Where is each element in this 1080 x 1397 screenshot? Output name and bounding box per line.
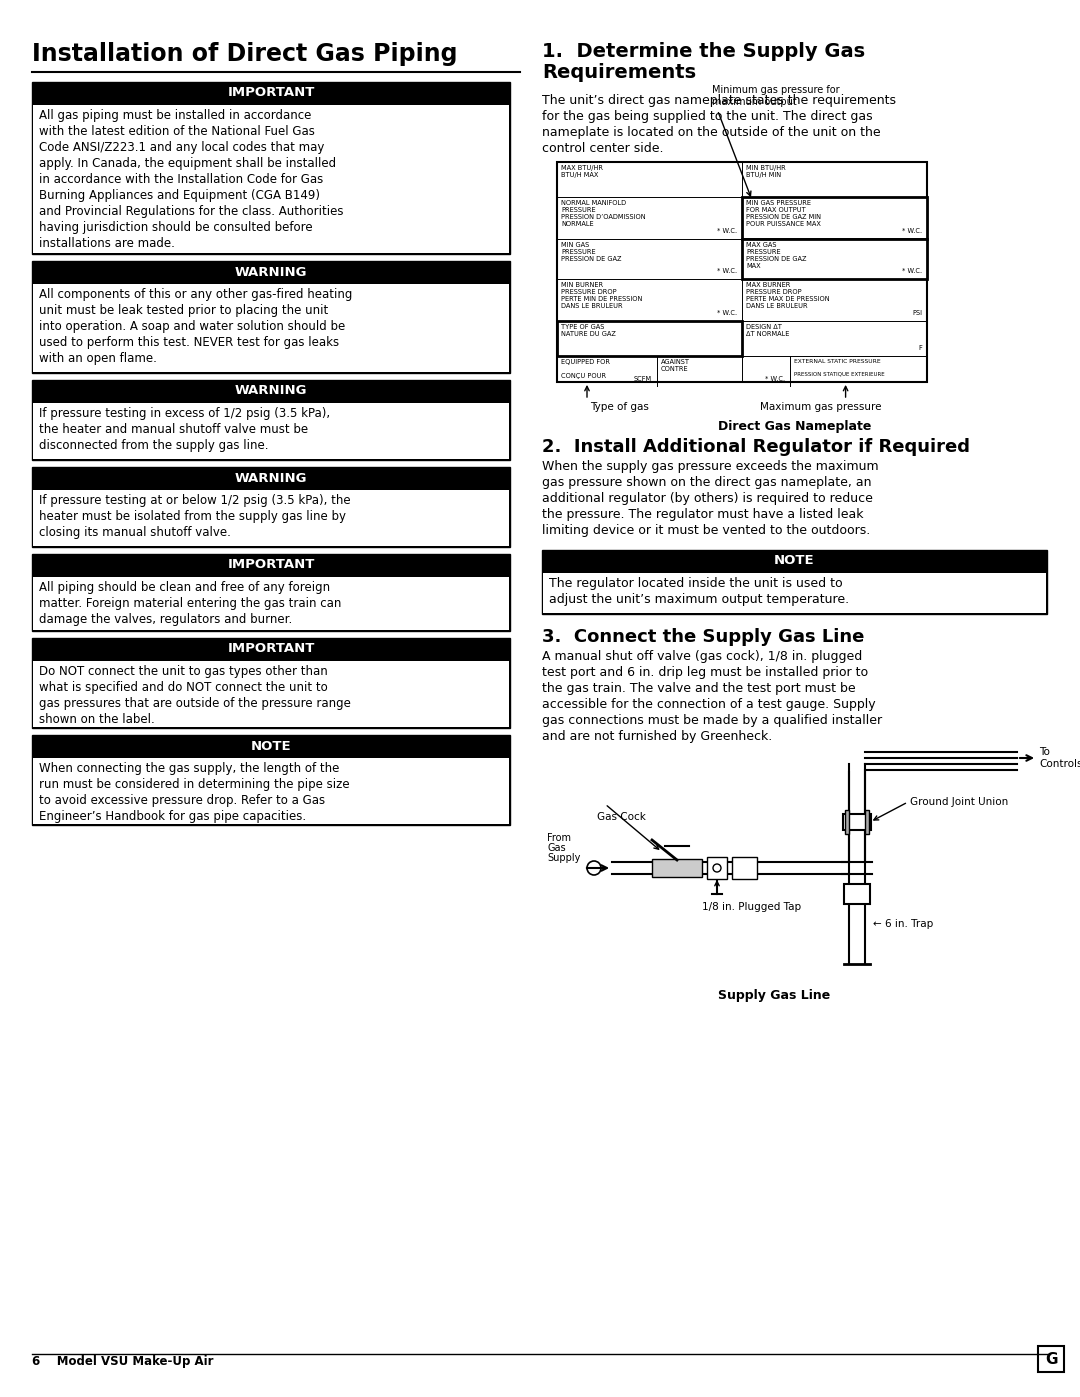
Bar — [843, 814, 870, 830]
Bar — [742, 239, 927, 279]
Bar — [32, 82, 510, 254]
Text: Gas: Gas — [546, 842, 566, 854]
Text: All gas piping must be installed in accordance
with the latest edition of the Na: All gas piping must be installed in acco… — [39, 109, 343, 250]
Bar — [542, 550, 1047, 615]
Text: ← 6 in. Trap: ← 6 in. Trap — [873, 919, 933, 929]
Text: PSI: PSI — [912, 310, 922, 316]
Text: MIN GAS
PRESSURE
PRESSION DE GAZ: MIN GAS PRESSURE PRESSION DE GAZ — [561, 242, 621, 263]
Text: To
Controls: To Controls — [1039, 747, 1080, 768]
Bar — [543, 573, 1047, 613]
Bar — [33, 284, 509, 372]
Text: Installation of Direct Gas Piping: Installation of Direct Gas Piping — [32, 42, 458, 66]
Bar — [33, 577, 509, 630]
Text: SCFM: SCFM — [634, 376, 652, 381]
Text: MAX BTU/HR
BTU/H MAX: MAX BTU/HR BTU/H MAX — [561, 165, 603, 177]
Bar — [1038, 1345, 1064, 1372]
Text: Minimum gas pressure for
maximum output: Minimum gas pressure for maximum output — [713, 85, 840, 108]
Text: G: G — [1044, 1351, 1057, 1366]
Text: Do NOT connect the unit to gas types other than
what is specified and do NOT con: Do NOT connect the unit to gas types oth… — [39, 665, 351, 726]
Text: WARNING: WARNING — [234, 265, 307, 278]
Text: Supply: Supply — [546, 854, 580, 863]
Bar — [32, 555, 510, 631]
Text: The unit’s direct gas nameplate states the requirements
for the gas being suppli: The unit’s direct gas nameplate states t… — [542, 94, 896, 155]
Text: MAX GAS
PRESSURE
PRESSION DE GAZ
MAX: MAX GAS PRESSURE PRESSION DE GAZ MAX — [746, 242, 807, 270]
Text: MIN BURNER
PRESSURE DROP
PERTE MIN DE PRESSION
DANS LE BRULEUR: MIN BURNER PRESSURE DROP PERTE MIN DE PR… — [561, 282, 643, 309]
Text: 6    Model VSU Make-Up Air: 6 Model VSU Make-Up Air — [32, 1355, 214, 1369]
Text: Maximum gas pressure: Maximum gas pressure — [760, 402, 882, 412]
Bar — [33, 661, 509, 726]
Bar — [865, 810, 869, 834]
Text: 2.  Install Additional Regulator if Required: 2. Install Additional Regulator if Requi… — [542, 439, 970, 455]
Text: MIN BTU/HR
BTU/H MIN: MIN BTU/HR BTU/H MIN — [746, 165, 786, 177]
Text: 3.  Connect the Supply Gas Line: 3. Connect the Supply Gas Line — [542, 629, 864, 645]
Text: From: From — [546, 833, 571, 842]
Text: F: F — [918, 345, 922, 351]
Text: TYPE OF GAS
NATURE DU GAZ: TYPE OF GAS NATURE DU GAZ — [561, 324, 616, 337]
Bar — [707, 856, 727, 879]
Text: All components of this or any other gas-fired heating
unit must be leak tested p: All components of this or any other gas-… — [39, 288, 352, 365]
Bar — [845, 810, 849, 834]
Bar — [33, 402, 509, 460]
Text: IMPORTANT: IMPORTANT — [227, 87, 314, 99]
Bar — [32, 467, 510, 548]
Text: IMPORTANT: IMPORTANT — [227, 559, 314, 571]
Text: The regulator located inside the unit is used to
adjust the unit’s maximum outpu: The regulator located inside the unit is… — [549, 577, 849, 606]
Text: * W.C.: * W.C. — [902, 228, 922, 235]
Text: CONÇU POUR: CONÇU POUR — [561, 373, 606, 379]
Text: When connecting the gas supply, the length of the
run must be considered in dete: When connecting the gas supply, the leng… — [39, 761, 350, 823]
Text: PRESSION STATIQUE EXTERIEURE: PRESSION STATIQUE EXTERIEURE — [794, 372, 885, 376]
Text: When the supply gas pressure exceeds the maximum
gas pressure shown on the direc: When the supply gas pressure exceeds the… — [542, 460, 879, 536]
Text: 1.  Determine the Supply Gas
Requirements: 1. Determine the Supply Gas Requirements — [542, 42, 865, 81]
Bar — [843, 884, 870, 904]
Bar — [33, 759, 509, 824]
Text: If pressure testing at or below 1/2 psig (3.5 kPa), the
heater must be isolated : If pressure testing at or below 1/2 psig… — [39, 495, 351, 539]
Text: EXTERNAL STATIC PRESSURE: EXTERNAL STATIC PRESSURE — [794, 359, 880, 365]
Text: DESIGN ΔT
ΔT NORMALE: DESIGN ΔT ΔT NORMALE — [746, 324, 789, 337]
Bar — [32, 735, 510, 826]
Text: If pressure testing in excess of 1/2 psig (3.5 kPa),
the heater and manual shuto: If pressure testing in excess of 1/2 psi… — [39, 407, 330, 453]
Text: 1/8 in. Plugged Tap: 1/8 in. Plugged Tap — [702, 902, 801, 912]
Text: Direct Gas Nameplate: Direct Gas Nameplate — [718, 420, 872, 433]
Bar — [32, 261, 510, 373]
Text: EQUIPPED FOR: EQUIPPED FOR — [561, 359, 610, 365]
Text: MIN GAS PRESSURE
FOR MAX OUTPUT
PRESSION DE GAZ MIN
POUR PUISSANCE MAX: MIN GAS PRESSURE FOR MAX OUTPUT PRESSION… — [746, 200, 821, 226]
Bar — [32, 638, 510, 728]
Bar — [557, 162, 927, 381]
Text: Ground Joint Union: Ground Joint Union — [910, 798, 1009, 807]
Text: Supply Gas Line: Supply Gas Line — [718, 989, 831, 1002]
Text: A manual shut off valve (gas cock), 1/8 in. plugged
test port and 6 in. drip leg: A manual shut off valve (gas cock), 1/8 … — [542, 650, 882, 743]
Text: * W.C.: * W.C. — [717, 310, 737, 316]
Bar — [732, 856, 757, 879]
Bar — [557, 321, 742, 356]
Text: Type of gas: Type of gas — [590, 402, 649, 412]
Text: * W.C.: * W.C. — [717, 268, 737, 274]
Text: WARNING: WARNING — [234, 472, 307, 485]
Text: WARNING: WARNING — [234, 384, 307, 398]
Bar — [652, 859, 702, 877]
Bar — [32, 380, 510, 460]
Text: MAX BURNER
PRESSURE DROP
PERTE MAX DE PRESSION
DANS LE BRULEUR: MAX BURNER PRESSURE DROP PERTE MAX DE PR… — [746, 282, 829, 309]
Text: NORMAL MANIFOLD
PRESSURE
PRESSION D’OADMISSION
NORMALE: NORMAL MANIFOLD PRESSURE PRESSION D’OADM… — [561, 200, 646, 226]
Text: NOTE: NOTE — [774, 555, 814, 567]
Bar — [33, 490, 509, 546]
Text: * W.C.: * W.C. — [717, 228, 737, 235]
Text: Gas Cock: Gas Cock — [597, 812, 646, 821]
Text: AGAINST
CONTRE: AGAINST CONTRE — [661, 359, 690, 372]
Text: IMPORTANT: IMPORTANT — [227, 643, 314, 655]
Text: All piping should be clean and free of any foreign
matter. Foreign material ente: All piping should be clean and free of a… — [39, 581, 341, 626]
Text: NOTE: NOTE — [251, 739, 292, 753]
Text: * W.C.: * W.C. — [765, 376, 785, 381]
Bar — [742, 197, 927, 239]
Text: * W.C.: * W.C. — [902, 268, 922, 274]
Bar — [33, 105, 509, 253]
